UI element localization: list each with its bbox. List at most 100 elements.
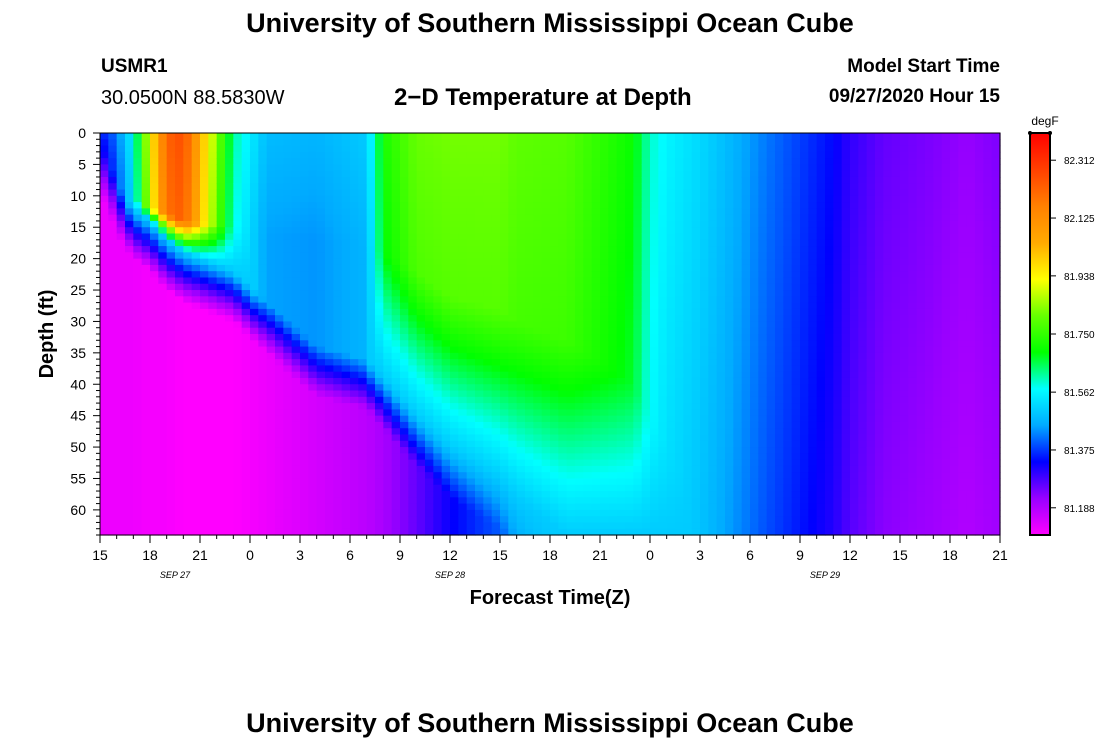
heatmap-cell [466, 384, 476, 392]
heatmap-cell [516, 283, 526, 291]
heatmap-cell [625, 164, 634, 172]
heatmap-cell [575, 516, 584, 524]
heatmap-cell [233, 478, 243, 486]
heatmap-cell [175, 484, 184, 492]
heatmap-cell [425, 478, 434, 486]
heatmap-cell [525, 164, 534, 172]
heatmap-cell [408, 465, 418, 473]
heatmap-cell [191, 440, 201, 448]
heatmap-cell [566, 509, 576, 517]
heatmap-cell [233, 421, 243, 429]
heatmap-cell [458, 428, 468, 436]
heatmap-cell [550, 264, 559, 272]
heatmap-cell [291, 264, 301, 272]
heatmap-cell [183, 403, 193, 410]
heatmap-cell [266, 170, 276, 178]
heatmap-cell [558, 308, 568, 316]
heatmap-cell [625, 421, 634, 429]
heatmap-cell [725, 308, 734, 316]
heatmap-cell [650, 390, 659, 398]
heatmap-cell [516, 516, 526, 524]
heatmap-cell [433, 308, 443, 316]
heatmap-cell [375, 170, 384, 178]
heatmap-cell [608, 459, 618, 467]
heatmap-cell [391, 296, 401, 304]
heatmap-cell [516, 334, 526, 341]
heatmap-cell [141, 195, 151, 203]
page-title: University of Southern Mississippi Ocean… [246, 8, 854, 38]
heatmap-cell [500, 365, 509, 373]
heatmap-cell [683, 151, 693, 159]
heatmap-cell [383, 522, 393, 530]
heatmap-cell [250, 371, 259, 379]
heatmap-cell [325, 428, 334, 436]
heatmap-cell [150, 158, 159, 166]
heatmap-cell [691, 258, 701, 266]
heatmap-cell [466, 176, 476, 184]
heatmap-cell [341, 340, 351, 348]
heatmap-cell [616, 164, 626, 172]
heatmap-cell [200, 371, 209, 379]
heatmap-cell [650, 133, 659, 140]
heatmap-cell [566, 503, 576, 511]
heatmap-cell [533, 434, 543, 442]
heatmap-cell [541, 252, 551, 260]
heatmap-cell [525, 503, 534, 511]
heatmap-cell [491, 409, 501, 417]
heatmap-cell [275, 491, 284, 498]
heatmap-cell [225, 409, 234, 417]
heatmap-cell [266, 227, 276, 235]
heatmap-cell [216, 503, 226, 511]
heatmap-cell [225, 302, 234, 310]
heatmap-cell [150, 377, 159, 385]
heatmap-cell [250, 308, 259, 316]
heatmap-cell [741, 151, 751, 159]
heatmap-cell [591, 365, 601, 373]
heatmap-cell [358, 220, 368, 228]
heatmap-cell [283, 472, 293, 480]
heatmap-cell [258, 283, 268, 291]
heatmap-cell [400, 290, 409, 297]
heatmap-cell [725, 503, 734, 511]
heatmap-cell [441, 195, 451, 203]
heatmap-cell [450, 233, 459, 241]
heatmap-cell [583, 434, 593, 442]
heatmap-cell [116, 176, 126, 184]
heatmap-cell [675, 220, 684, 228]
heatmap-cell [708, 384, 718, 392]
heatmap-cell [441, 390, 451, 398]
heatmap-cell [700, 202, 709, 209]
heatmap-cell [383, 327, 393, 335]
heatmap-cell [600, 509, 609, 517]
heatmap-cell [608, 220, 618, 228]
heatmap-cell [408, 522, 418, 530]
heatmap-cell [133, 377, 143, 385]
heatmap-cell [458, 327, 468, 335]
heatmap-cell [650, 220, 659, 228]
heatmap-cell [725, 459, 734, 467]
heatmap-cell [308, 233, 318, 241]
heatmap-cell [491, 421, 501, 429]
heatmap-cell [541, 277, 551, 285]
heatmap-cell [375, 528, 384, 536]
heatmap-cell [483, 377, 493, 385]
heatmap-cell [733, 308, 743, 316]
heatmap-cell [300, 302, 309, 310]
heatmap-cell [250, 509, 259, 517]
heatmap-cell [316, 371, 326, 379]
heatmap-cell [433, 227, 443, 235]
heatmap-cell [266, 371, 276, 379]
heatmap-cell [466, 352, 476, 360]
heatmap-cell [191, 516, 201, 524]
heatmap-cell [658, 239, 668, 247]
heatmap-cell [300, 214, 309, 222]
heatmap-cell [483, 465, 493, 473]
heatmap-cell [516, 151, 526, 159]
heatmap-cell [616, 302, 626, 310]
heatmap-cell [458, 415, 468, 423]
heatmap-cell [283, 214, 293, 222]
heatmap-cell [625, 233, 634, 241]
heatmap-cell [358, 334, 368, 341]
heatmap-cell [208, 151, 218, 159]
heatmap-cell [391, 528, 401, 536]
